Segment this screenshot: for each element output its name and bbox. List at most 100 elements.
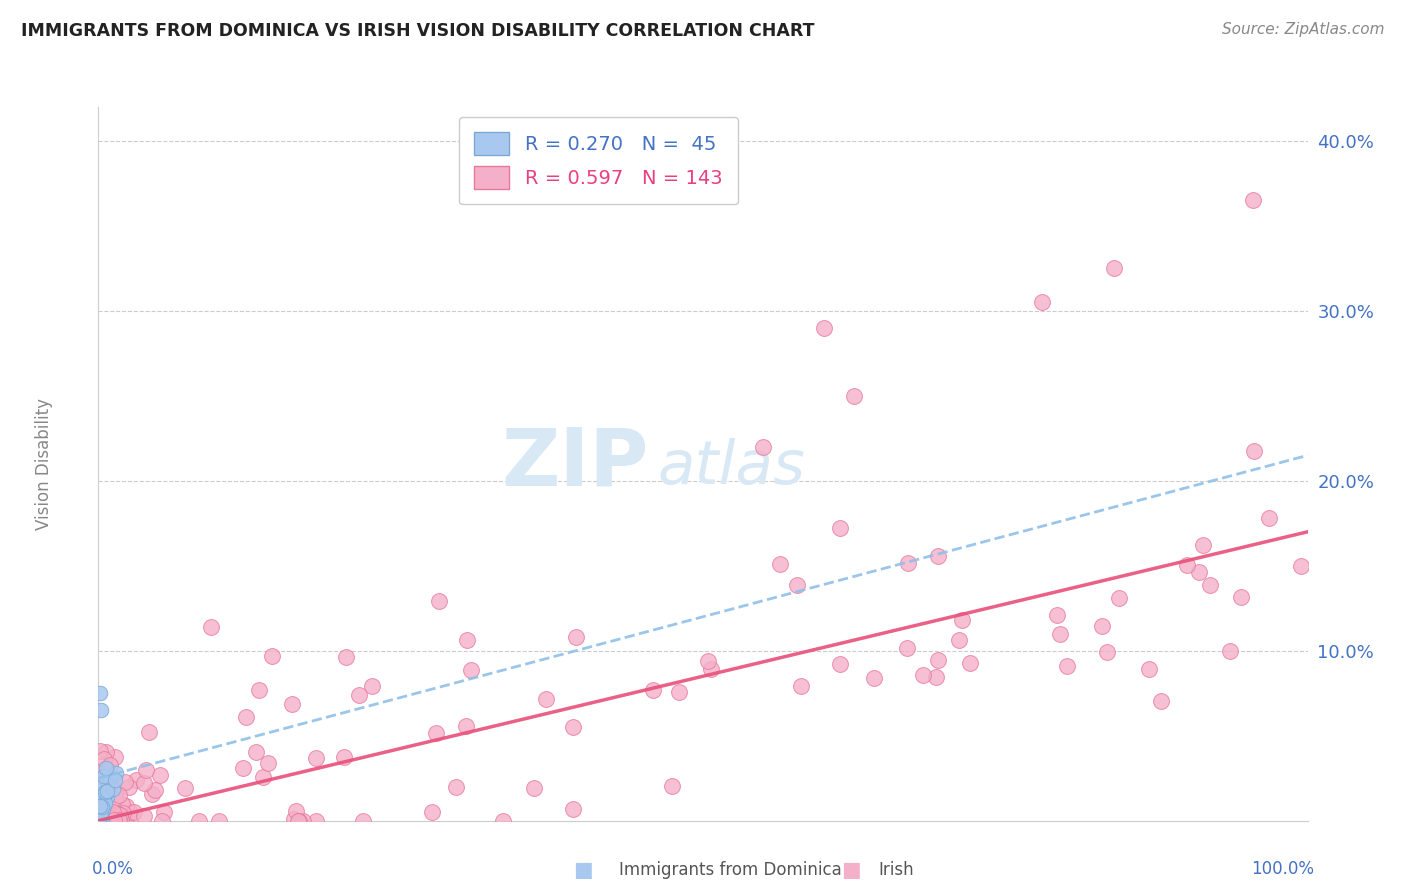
Point xyxy=(260,648,283,663)
Point xyxy=(87,810,110,824)
Point xyxy=(98,757,121,772)
Point xyxy=(150,814,173,828)
Point xyxy=(959,656,981,670)
Point xyxy=(93,792,115,806)
Point xyxy=(1175,558,1198,572)
Point xyxy=(89,805,111,819)
Point xyxy=(232,761,254,775)
Point xyxy=(89,780,111,795)
Point xyxy=(98,772,121,787)
Point xyxy=(1198,578,1220,592)
Point xyxy=(94,784,117,798)
Point xyxy=(950,613,973,627)
Point xyxy=(96,782,118,797)
Point xyxy=(1049,626,1071,640)
Point xyxy=(427,594,450,608)
Point xyxy=(87,803,110,817)
Point xyxy=(1102,261,1125,276)
Point xyxy=(112,806,135,821)
Point xyxy=(89,785,111,799)
Point xyxy=(152,805,174,819)
Point xyxy=(335,650,357,665)
Point xyxy=(523,780,546,795)
Point xyxy=(114,798,136,813)
Point xyxy=(98,806,121,821)
Point xyxy=(94,787,117,801)
Point xyxy=(352,814,374,828)
Point xyxy=(91,794,114,808)
Point xyxy=(104,765,127,780)
Point xyxy=(1243,444,1265,458)
Point xyxy=(107,807,129,822)
Text: Immigrants from Dominica: Immigrants from Dominica xyxy=(619,861,841,879)
Point xyxy=(114,811,136,825)
Point xyxy=(138,724,160,739)
Point xyxy=(1095,645,1118,659)
Point xyxy=(118,780,141,795)
Point xyxy=(813,321,835,335)
Point xyxy=(1046,607,1069,622)
Point xyxy=(108,788,131,802)
Point xyxy=(561,719,583,733)
Point xyxy=(89,775,111,789)
Point xyxy=(534,692,557,706)
Legend: R = 0.270   N =  45, R = 0.597   N = 143: R = 0.270 N = 45, R = 0.597 N = 143 xyxy=(458,117,738,204)
Point xyxy=(292,814,315,828)
Point xyxy=(141,788,163,802)
Point xyxy=(96,806,118,821)
Point xyxy=(89,792,111,806)
Point xyxy=(332,750,354,764)
Point xyxy=(786,577,808,591)
Point xyxy=(87,784,110,798)
Point xyxy=(89,808,111,822)
Point xyxy=(769,558,792,572)
Point xyxy=(173,780,195,795)
Text: ■: ■ xyxy=(841,860,860,880)
Point xyxy=(89,805,111,820)
Point xyxy=(98,807,121,822)
Text: ■: ■ xyxy=(574,860,593,880)
Point xyxy=(101,805,124,820)
Point xyxy=(93,762,115,776)
Point xyxy=(925,670,948,684)
Point xyxy=(1219,644,1241,658)
Point xyxy=(444,780,467,794)
Text: Vision Disability: Vision Disability xyxy=(35,398,53,530)
Point xyxy=(87,811,110,825)
Point xyxy=(90,800,112,814)
Point xyxy=(96,777,118,791)
Point xyxy=(93,796,115,810)
Point xyxy=(752,440,775,454)
Point xyxy=(90,703,112,717)
Point xyxy=(96,790,118,805)
Point xyxy=(1191,538,1213,552)
Point xyxy=(283,812,305,826)
Point xyxy=(93,778,115,792)
Point xyxy=(1230,591,1253,605)
Point xyxy=(108,810,131,824)
Point xyxy=(1031,295,1053,310)
Point xyxy=(1150,694,1173,708)
Point xyxy=(89,799,111,814)
Point xyxy=(911,668,934,682)
Point xyxy=(94,761,117,775)
Point xyxy=(697,654,720,668)
Point xyxy=(90,805,112,820)
Point xyxy=(830,657,852,672)
Point xyxy=(93,805,115,819)
Point xyxy=(1241,194,1264,208)
Point xyxy=(641,682,664,697)
Point xyxy=(87,781,110,796)
Point xyxy=(110,812,132,826)
Point xyxy=(132,809,155,823)
Point xyxy=(896,641,918,656)
Text: IMMIGRANTS FROM DOMINICA VS IRISH VISION DISABILITY CORRELATION CHART: IMMIGRANTS FROM DOMINICA VS IRISH VISION… xyxy=(21,22,814,40)
Point xyxy=(90,780,112,795)
Point xyxy=(132,776,155,790)
Point xyxy=(187,814,209,828)
Point xyxy=(89,789,111,804)
Point xyxy=(104,772,127,787)
Point xyxy=(96,784,118,798)
Point xyxy=(245,745,267,759)
Point xyxy=(104,749,127,764)
